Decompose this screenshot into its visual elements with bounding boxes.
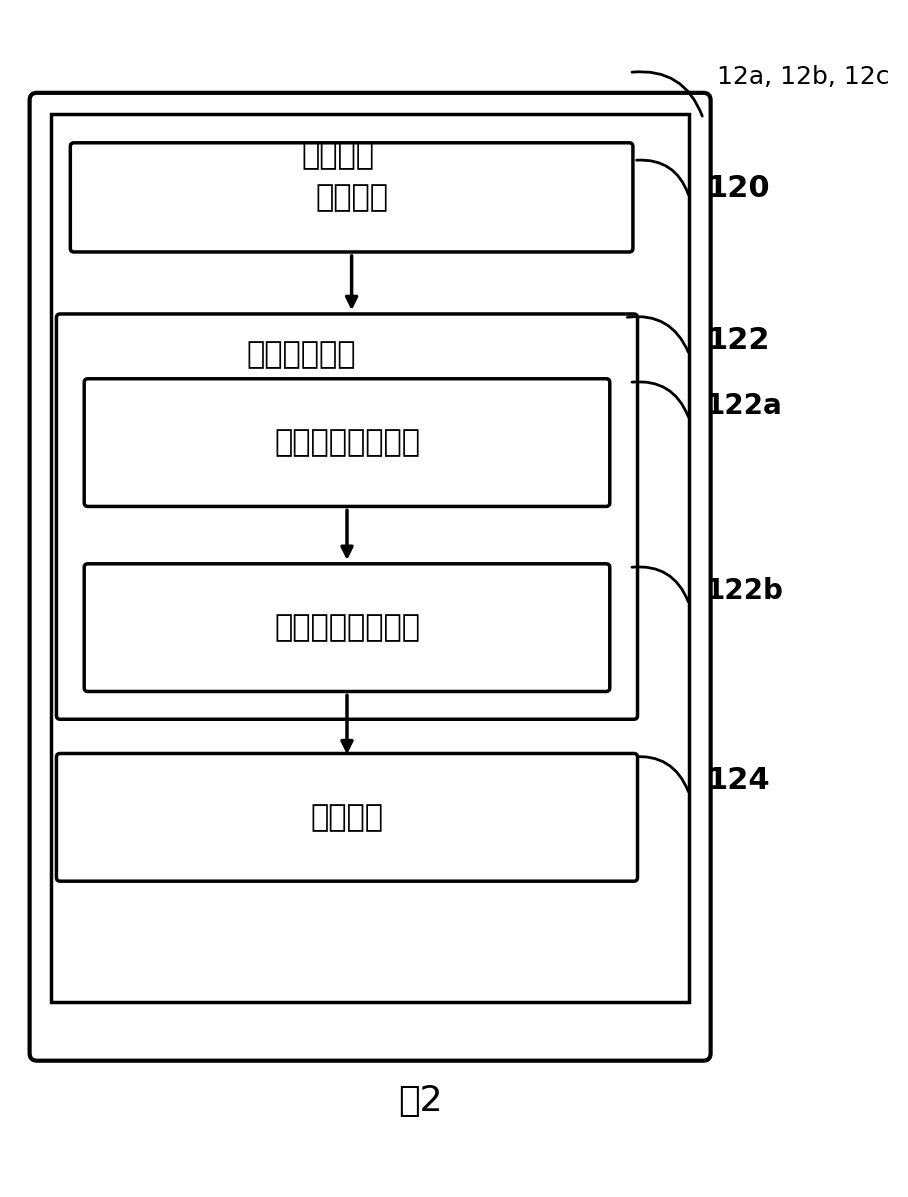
Text: 开关模块: 开关模块	[311, 803, 383, 832]
FancyBboxPatch shape	[56, 314, 637, 719]
Text: 120: 120	[706, 174, 770, 202]
FancyBboxPatch shape	[56, 753, 637, 881]
FancyBboxPatch shape	[51, 114, 689, 1002]
Text: 延时模块: 延时模块	[315, 183, 388, 212]
FancyBboxPatch shape	[70, 142, 633, 253]
Text: 信号波形调整模块: 信号波形调整模块	[274, 429, 420, 457]
Text: 122: 122	[706, 327, 769, 356]
Text: 信号调整模块: 信号调整模块	[246, 340, 356, 369]
Text: 122b: 122b	[706, 577, 784, 604]
Text: 处理模块: 处理模块	[301, 141, 375, 170]
FancyBboxPatch shape	[30, 93, 711, 1061]
Text: 122a: 122a	[706, 391, 783, 420]
FancyBboxPatch shape	[84, 564, 610, 692]
Text: 信号振幅调整模块: 信号振幅调整模块	[274, 613, 420, 642]
Text: 12a, 12b, 12c: 12a, 12b, 12c	[717, 65, 890, 89]
Text: 124: 124	[706, 766, 770, 795]
Text: 图2: 图2	[398, 1084, 442, 1118]
FancyBboxPatch shape	[84, 378, 610, 506]
